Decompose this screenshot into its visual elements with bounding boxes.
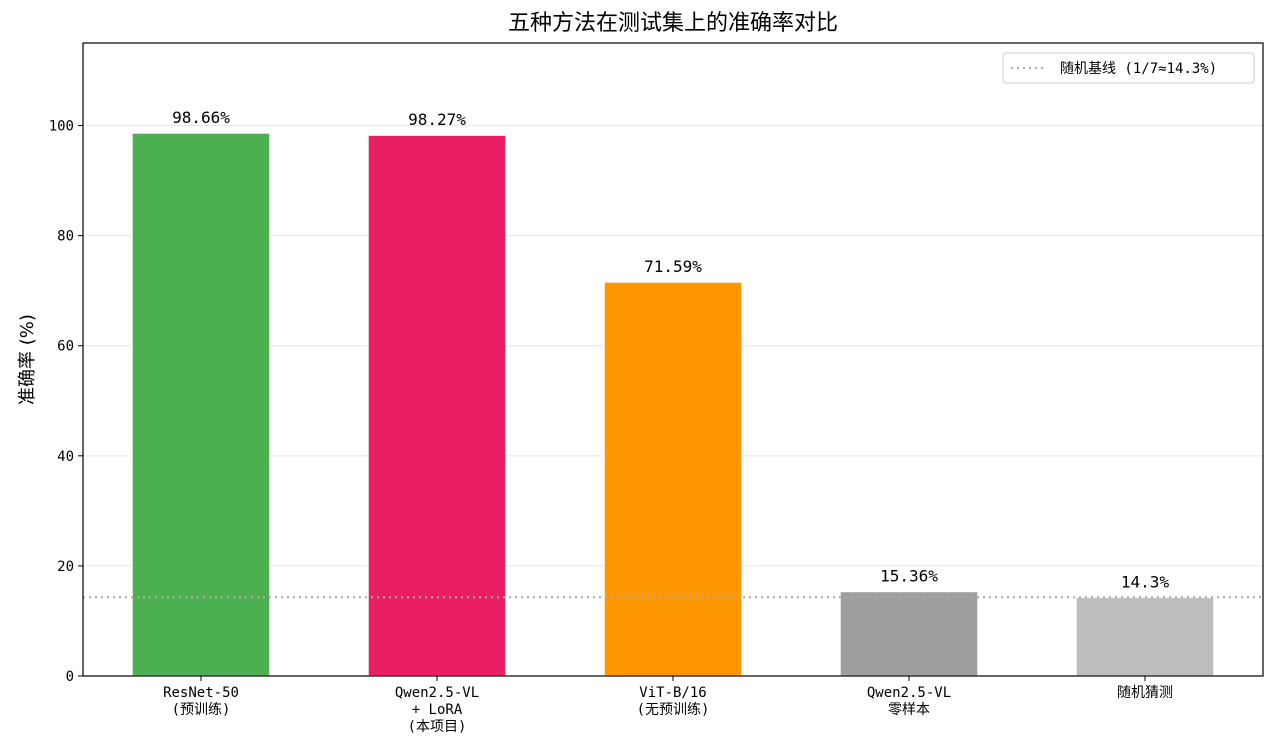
x-tick-label: ViT-B/16 (无预训练)	[637, 685, 710, 718]
y-tick-label: 0	[66, 669, 74, 685]
bar	[603, 281, 743, 677]
y-axis-label: 准确率 (%)	[17, 314, 38, 405]
bar-value-label: 15.36%	[880, 566, 938, 585]
plot-area: 98.66% 98.27% 71.59% 15.36% 14.3% 0 20 40 60 80 10…	[17, 42, 1264, 735]
y-tick-label: 20	[57, 559, 74, 575]
y-tick-label: 100	[49, 119, 74, 135]
x-tick-label: 随机猜测	[1117, 685, 1173, 701]
chart-title: 五种方法在测试集上的准确率对比	[508, 11, 838, 36]
x-tick-label: Qwen2.5-VL + LoRA (本项目)	[395, 685, 479, 735]
bar	[131, 132, 271, 677]
x-tick-label: Qwen2.5-VL 零样本	[867, 685, 951, 718]
bar-value-label: 98.27%	[408, 110, 466, 129]
bar-value-label: 98.66%	[172, 108, 230, 127]
x-tick-label: ResNet-50 (预训练)	[163, 685, 239, 718]
legend-label: 随机基线 (1/7≈14.3%)	[1060, 60, 1217, 77]
y-tick-label: 80	[57, 229, 74, 245]
y-tick-label: 60	[57, 339, 74, 355]
y-tick-label: 40	[57, 449, 74, 465]
legend-box	[1002, 52, 1255, 84]
bar-value-label: 14.3%	[1121, 572, 1170, 591]
bar	[367, 134, 507, 677]
bar	[1075, 596, 1215, 677]
bar	[839, 590, 979, 677]
bar-value-label: 71.59%	[644, 257, 702, 276]
